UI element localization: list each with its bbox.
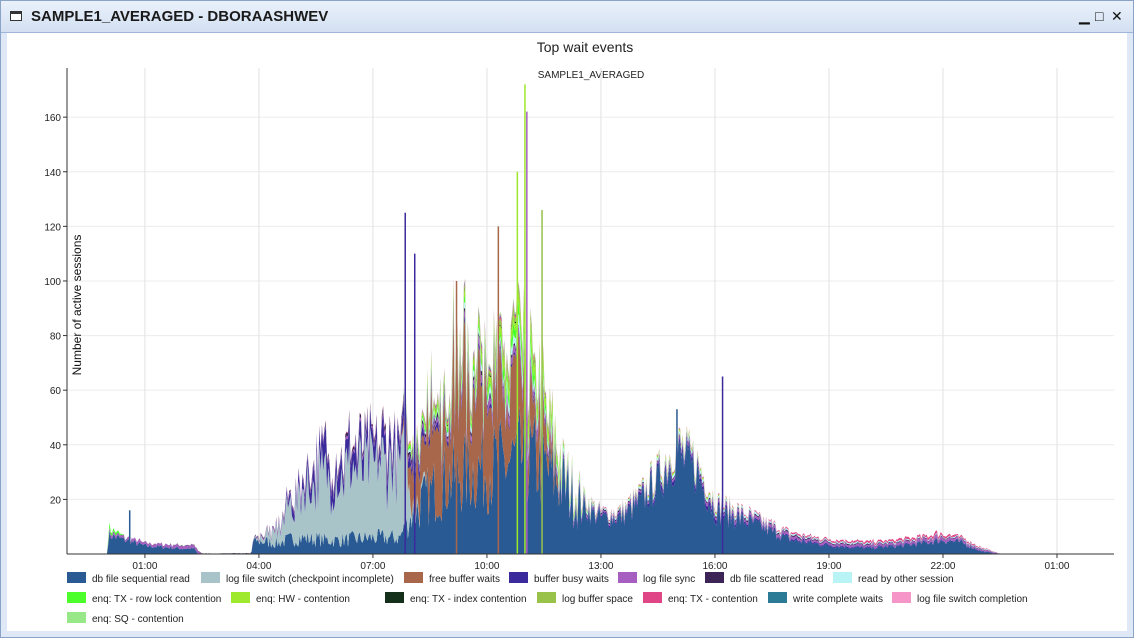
legend-swatch (705, 572, 724, 583)
legend-item-label: db file sequential read (92, 574, 190, 585)
y-tick-label: 40 (50, 441, 62, 452)
y-tick-label: 80 (50, 332, 62, 343)
spike-lines-group (128, 84, 724, 554)
area-series-3 (106, 305, 1019, 554)
x-tick-label: 22:00 (930, 561, 955, 572)
y-tick-label: 120 (44, 222, 61, 233)
legend-item-label: buffer busy waits (534, 574, 609, 585)
x-tick-label: 19:00 (816, 561, 841, 572)
legend-swatch (833, 572, 852, 583)
legend-item-label: enq: TX - contention (668, 594, 758, 605)
y-tick-label: 100 (44, 277, 61, 288)
y-tick-label: 140 (44, 168, 61, 179)
chart-title: Top wait events (537, 39, 634, 55)
legend-swatch (643, 592, 662, 603)
legend-item-label: write complete waits (792, 594, 883, 605)
chart-subtitle: SAMPLE1_AVERAGED (538, 70, 645, 81)
legend-swatch (404, 572, 423, 583)
close-icon[interactable]: ✕ (1111, 8, 1123, 24)
x-tick-label: 07:00 (360, 561, 385, 572)
window-icon (10, 11, 22, 21)
legend-item-label: db file scattered read (730, 574, 823, 585)
x-tick-label: 16:00 (702, 561, 727, 572)
y-tick-label: 160 (44, 113, 61, 124)
x-tick-label: 01:00 (132, 561, 157, 572)
grid-lines (67, 68, 1114, 554)
y-axis-label: Number of active sessions (70, 235, 84, 376)
legend-swatch (201, 572, 220, 583)
legend-item-label: log buffer space (562, 594, 633, 605)
legend-item-label: enq: SQ - contention (92, 614, 184, 625)
legend-swatch (618, 572, 637, 583)
window-title: SAMPLE1_AVERAGED - DBORAASHWEV (31, 8, 329, 25)
legend-swatch (67, 592, 86, 603)
y-tick-label: 60 (50, 386, 62, 397)
legend-swatch (231, 592, 250, 603)
x-tick-label: 13:00 (588, 561, 613, 572)
x-tick-label: 04:00 (246, 561, 271, 572)
legend-swatch (537, 592, 556, 603)
area-series-1 (106, 404, 1019, 554)
minimize-icon[interactable]: ▁ (1079, 8, 1090, 24)
legend-item-label: enq: TX - index contention (410, 594, 527, 605)
x-tick-label: 10:00 (474, 561, 499, 572)
legend-swatch (385, 592, 404, 603)
legend-item-label: log file sync (643, 574, 695, 585)
legend-item-label: enq: HW - contention (256, 594, 350, 605)
wait-events-chart: Top wait events SAMPLE1_AVERAGED 20 40 60 8… (44, 39, 1114, 625)
legend-item-label: log file switch completion (917, 594, 1028, 605)
area-series-group (106, 276, 1019, 554)
legend-swatch (892, 592, 911, 603)
maximize-icon[interactable]: □ (1095, 8, 1104, 24)
legend-item-label: enq: TX - row lock contention (92, 594, 221, 605)
chart-area: Top wait events SAMPLE1_AVERAGED 20 40 60 8… (7, 33, 1127, 631)
legend-swatch (509, 572, 528, 583)
legend-item-label: read by other session (858, 574, 954, 585)
x-tick-label: 01:00 (1044, 561, 1069, 572)
y-tick-label: 20 (50, 495, 62, 506)
legend: db file sequential read log file switch (… (67, 572, 1028, 625)
legend-swatch (67, 572, 86, 583)
legend-item-label: free buffer waits (429, 574, 500, 585)
window-titlebar[interactable]: SAMPLE1_AVERAGED - DBORAASHWEV ▁ □ ✕ (1, 1, 1133, 33)
axes-group: 20 40 60 80 100 120 140 160 01:00 04:00 07:00 10:00… (44, 68, 1114, 572)
legend-swatch (768, 592, 787, 603)
legend-item-label: log file switch (checkpoint incomplete) (226, 574, 394, 585)
legend-swatch (67, 612, 86, 623)
area-series-0 (106, 404, 1019, 554)
